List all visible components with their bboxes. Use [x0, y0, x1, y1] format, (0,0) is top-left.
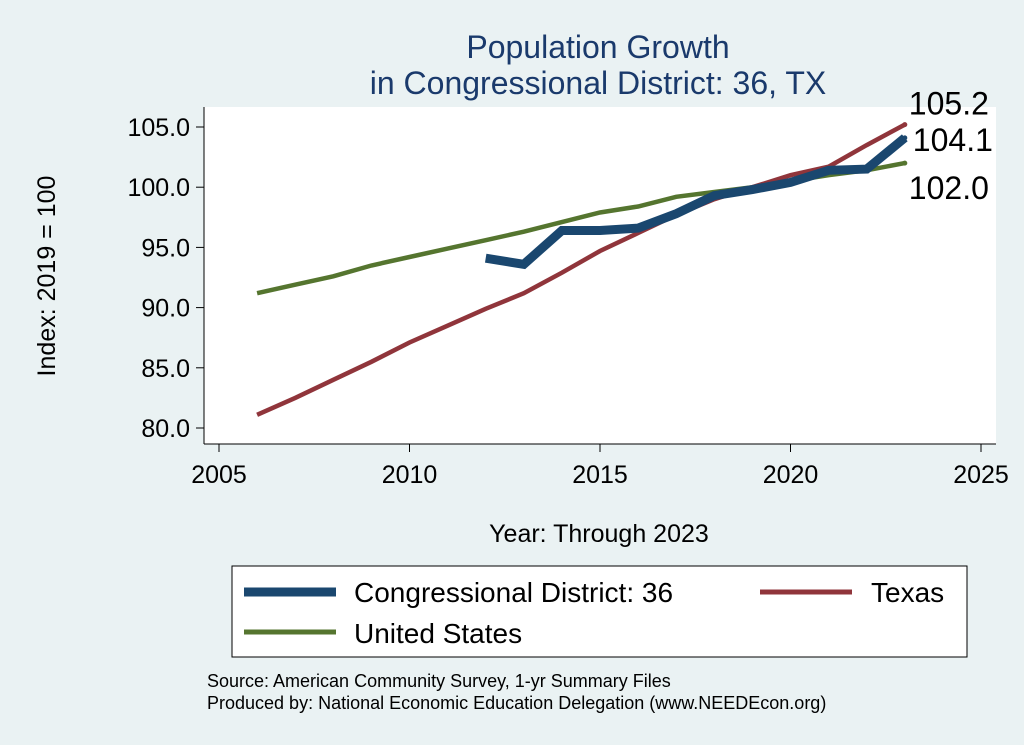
x-tick-label: 2015 — [572, 461, 628, 489]
chart-title-line-2: in Congressional District: 36, TX — [370, 65, 826, 101]
x-tick-label: 2005 — [191, 461, 247, 489]
legend-box — [231, 565, 968, 658]
series-line-texas — [256, 122, 906, 417]
series-lines — [256, 122, 908, 417]
legend-label-us: United States — [354, 618, 522, 649]
x-axis-ticks: 2005 2010 2015 2020 2025 — [191, 444, 1009, 489]
chart-title-line-1: Population Growth — [466, 29, 729, 65]
x-tick-label: 2010 — [382, 461, 438, 489]
series-line-district — [484, 134, 908, 270]
end-label-us: 102.0 — [909, 170, 989, 206]
end-label-texas: 105.2 — [909, 86, 989, 122]
x-tick-label: 2025 — [953, 461, 1009, 489]
y-tick-label: 80.0 — [141, 415, 190, 443]
legend-label-texas: Texas — [871, 577, 944, 608]
series-line-us-end-point — [902, 160, 908, 166]
source-note-line-1: Source: American Community Survey, 1-yr … — [207, 671, 671, 691]
y-tick-label: 90.0 — [141, 295, 190, 323]
legend-label-district: Congressional District: 36 — [354, 577, 673, 608]
y-tick-label: 95.0 — [141, 234, 190, 262]
y-tick-label: 85.0 — [141, 355, 190, 383]
y-axis-ticks: 80.0 85.0 90.0 95.0 100.0 105.0 — [127, 114, 204, 443]
x-tick-label: 2020 — [763, 461, 819, 489]
series-line-texas-end-point — [902, 122, 908, 128]
x-axis-label: Year: Through 2023 — [489, 520, 709, 548]
source-note-line-2: Produced by: National Economic Education… — [207, 693, 826, 713]
end-label-district: 104.1 — [913, 122, 993, 158]
y-tick-label: 100.0 — [127, 174, 190, 202]
y-tick-label: 105.0 — [127, 114, 190, 142]
series-line-district-end-point — [902, 135, 908, 141]
y-axis-label: Index: 2019 = 100 — [33, 176, 61, 377]
